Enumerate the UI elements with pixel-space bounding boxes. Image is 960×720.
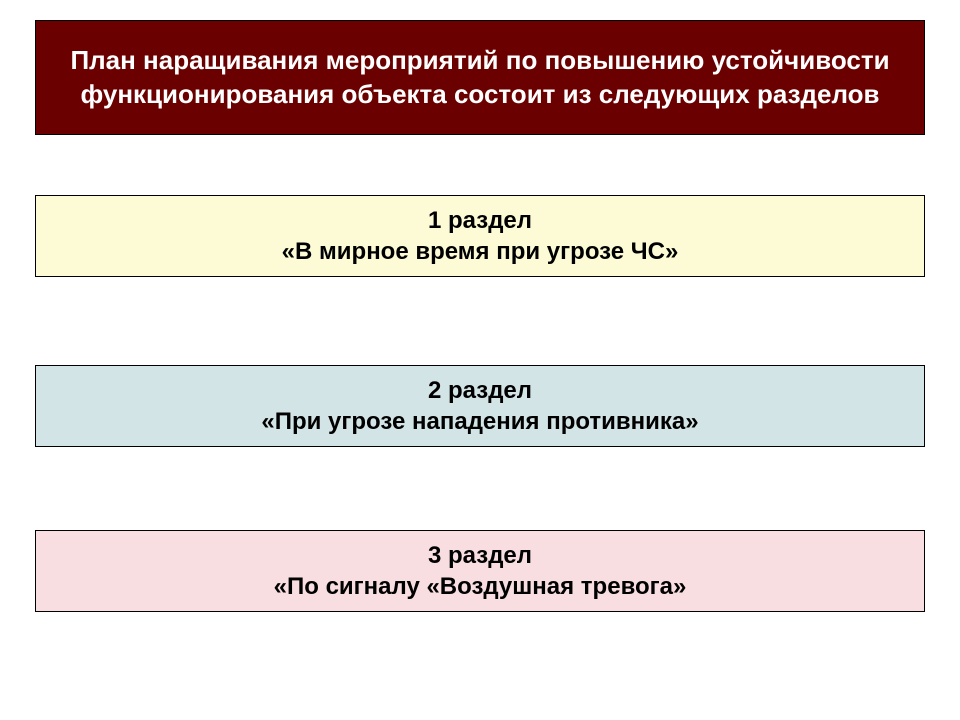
section-3-title: 3 раздел bbox=[428, 540, 532, 571]
section-box-3: 3 раздел «По сигналу «Воздушная тревога» bbox=[35, 530, 925, 612]
section-2-subtitle: «При угрозе нападения противника» bbox=[261, 406, 698, 437]
header-box: План наращивания мероприятий по повышени… bbox=[35, 20, 925, 135]
section-1-title: 1 раздел bbox=[428, 205, 532, 236]
section-box-2: 2 раздел «При угрозе нападения противник… bbox=[35, 365, 925, 447]
header-text: План наращивания мероприятий по повышени… bbox=[56, 44, 904, 112]
section-1-subtitle: «В мирное время при угрозе ЧС» bbox=[282, 236, 679, 267]
section-box-1: 1 раздел «В мирное время при угрозе ЧС» bbox=[35, 195, 925, 277]
section-2-title: 2 раздел bbox=[428, 375, 532, 406]
section-3-subtitle: «По сигналу «Воздушная тревога» bbox=[274, 571, 687, 602]
